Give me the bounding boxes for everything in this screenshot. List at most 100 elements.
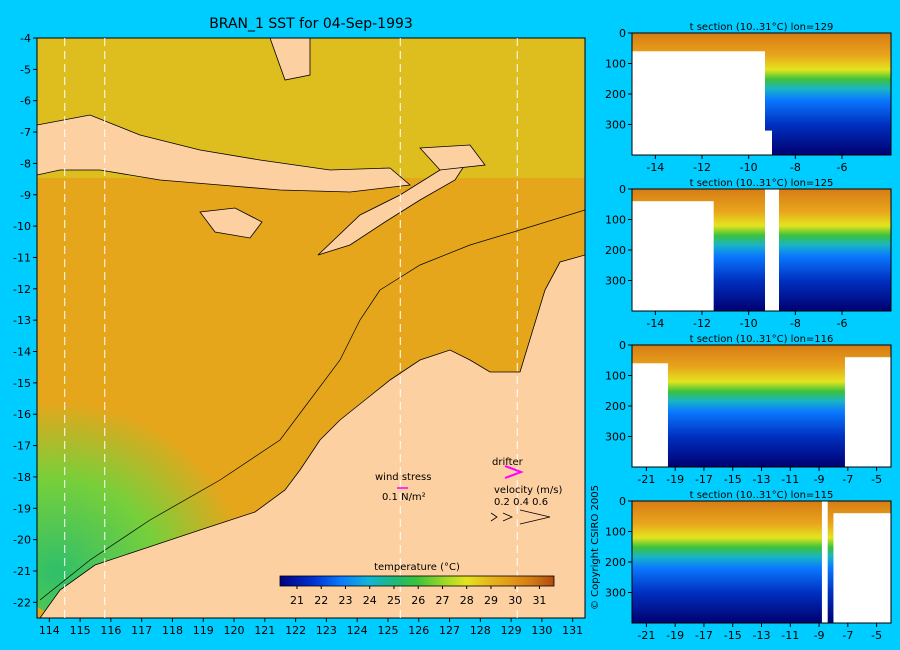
map-y-tick-label: -16 [13,408,31,421]
section-x-tick-label: -12 [693,161,711,174]
colorbar-tick-label: 24 [363,594,377,607]
map-bathymetry-contour [39,209,585,601]
section-x-tick-label: -5 [871,629,882,642]
map-y-tick-label: -4 [20,32,31,45]
wind-stress-label: wind stress [375,472,431,483]
map-y-tick-label: -22 [13,596,31,609]
drifter-label: drifter [492,457,524,468]
section-x-tick-label: -13 [753,473,771,486]
map-land-australia [39,254,585,618]
section-title: t section (10..31°C) lon=125 [690,178,834,189]
section-land [632,201,714,311]
section-x-tick-label: -14 [646,317,664,330]
map-x-tick-label: 117 [131,624,152,637]
map-y-tick-label: -19 [13,502,31,515]
map-x-tick-label: 116 [100,624,121,637]
section-land [833,513,891,623]
colorbar-tick-label: 31 [532,594,546,607]
section-land [821,501,828,623]
map-y-tick-label: -21 [13,565,31,578]
map-y-tick-label: -17 [13,440,31,453]
section-y-tick-label: 300 [605,275,626,288]
section-y-tick-label: 200 [605,88,626,101]
section-x-tick-label: -11 [781,629,799,642]
colorbar-ticks: 21 22 23 24 25 26 27 28 29 30 31 [290,586,546,607]
map-x-tick-label: 124 [347,624,368,637]
map-x-tick-label: 115 [70,624,91,637]
map-x-tick-label: 126 [408,624,429,637]
map-y-tick-label: -20 [13,534,31,547]
wind-stress-value: 0.1 N/m² [382,492,426,503]
section-y-tick-label: 100 [605,370,626,383]
map-plot-area [37,38,585,618]
map-x-tick-label: 130 [531,624,552,637]
map-y-tick-label: -18 [13,471,31,484]
map-land-timor [317,159,469,256]
map-section-lines [64,38,518,618]
map-x-tick-label: 118 [162,624,183,637]
section-y-tick-label: 300 [605,587,626,600]
map-y-tick-label: -7 [20,126,31,139]
map-land-nusa-tenggara [37,114,411,193]
map-y-tick-label: -11 [13,251,31,264]
section-x-tick-label: -7 [842,629,853,642]
map-land-sulawesi-tip [269,38,311,81]
section-panel-2: t section (10..31°C) lon=125 -14 -12 -10 -8 -… [605,178,892,330]
section-y-tick-label: 100 [605,526,626,539]
section-y-tick-label: 0 [619,183,626,196]
section-panel-4: t section (10..31°C) lon=115 -21 -19 -17 -15… [605,490,892,642]
drifter-arrow-icon [504,465,524,479]
section-panel-3: t section (10..31°C) lon=116 -21 -19 -17 -15… [605,334,892,486]
section-x-tick-label: -10 [740,161,758,174]
section-x-tick-label: -6 [837,161,848,174]
map-x-tick-label: 131 [562,624,583,637]
section-land [632,51,765,155]
section-x-tick-label: -19 [666,473,684,486]
velocity-values: 0.2 0.4 0.6 [494,497,548,508]
colorbar [279,575,555,587]
map-x-tick-label: 121 [254,624,275,637]
section-x-tick-label: -11 [781,473,799,486]
map-x-axis: 114 115 116 117 118 119 120 121 122 123 124 125 126 1… [39,618,583,637]
temperature-sections: t section (10..31°C) lon=129 -14 -12 -10 -8 -… [605,22,892,642]
section-x-tick-label: -7 [842,473,853,486]
section-x-tick-label: -14 [646,161,664,174]
section-land [765,130,772,155]
velocity-label: velocity (m/s) [494,485,562,496]
map-y-tick-label: -5 [20,63,31,76]
section-y-tick-label: 200 [605,400,626,413]
section-y-tick-label: 200 [605,244,626,257]
colorbar-tick-label: 29 [484,594,498,607]
map-frame [36,37,586,619]
section-land [844,357,891,467]
section-x-tick-label: -15 [724,473,742,486]
section-x-tick-label: -10 [740,317,758,330]
map-y-tick-label: -10 [13,220,31,233]
map-x-tick-label: 122 [285,624,306,637]
colorbar-tick-label: 23 [338,594,352,607]
section-y-tick-label: 100 [605,214,626,227]
map-land-sumba [199,207,263,239]
velocity-arrows-icon [490,509,551,525]
section-x-tick-label: -13 [753,629,771,642]
section-x-tick-label: -21 [637,629,655,642]
map-x-tick-label: 128 [470,624,491,637]
map-y-tick-label: -8 [20,157,31,170]
section-x-tick-label: -9 [814,473,825,486]
map-y-tick-label: -13 [13,314,31,327]
section-y-tick-label: 300 [605,119,626,132]
section-x-tick-label: -17 [695,629,713,642]
section-x-tick-label: -17 [695,473,713,486]
section-title: t section (10..31°C) lon=129 [690,22,834,33]
section-y-tick-label: 300 [605,431,626,444]
map-x-tick-label: 127 [439,624,460,637]
map-title: BRAN_1 SST for 04-Sep-1993 [209,16,413,32]
map-x-tick-label: 120 [224,624,245,637]
colorbar-tick-label: 26 [411,594,425,607]
section-y-tick-label: 0 [619,27,626,40]
section-x-tick-label: -12 [693,317,711,330]
section-title: t section (10..31°C) lon=115 [690,490,834,501]
section-x-tick-label: -5 [871,473,882,486]
map-x-tick-label: 125 [377,624,398,637]
section-title: t section (10..31°C) lon=116 [690,334,834,345]
